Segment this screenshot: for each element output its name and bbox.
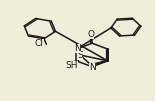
Text: N: N bbox=[74, 44, 81, 53]
Text: N: N bbox=[89, 63, 95, 72]
Text: Cl: Cl bbox=[35, 39, 44, 48]
Text: O: O bbox=[87, 30, 94, 39]
Text: S: S bbox=[77, 51, 83, 60]
Text: SH: SH bbox=[65, 61, 78, 70]
